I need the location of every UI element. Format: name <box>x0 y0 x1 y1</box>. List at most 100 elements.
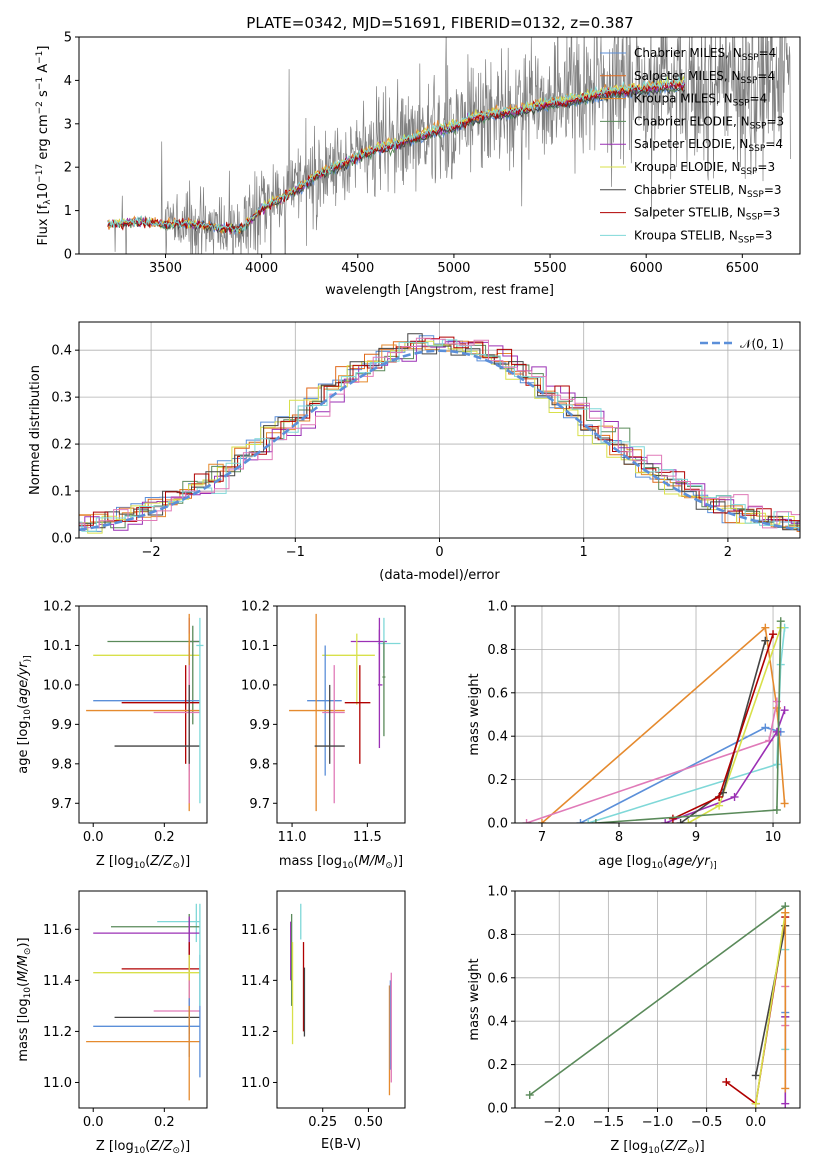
spectrum-ytick-label: 3 <box>64 117 72 132</box>
weight_vs_age-frame <box>514 605 801 824</box>
weight_vs_Z-ytick-label: 1.0 <box>487 885 508 900</box>
age_vs_Z-xtick-label: 0.2 <box>154 830 175 845</box>
legend-label: Kroupa MILES, NSSP=4 <box>634 92 767 109</box>
mass_vs_Z-frame <box>78 890 208 1109</box>
age_vs_Z-ytick-label: 10.0 <box>43 678 72 693</box>
age_vs_Z-errorbar-point <box>121 665 200 764</box>
age_vs_mass-ytick-label: 9.8 <box>249 757 270 772</box>
residuals-xtick-label: 2 <box>724 545 732 560</box>
weight_vs_age-marker <box>715 792 724 801</box>
weight_vs_age-marker <box>537 819 546 823</box>
spectrum-ytick-label: 1 <box>64 204 72 219</box>
age_vs_mass-errorbar-point <box>377 629 383 749</box>
weight_vs_Z-series-line <box>529 905 786 1096</box>
weight_vs_age-marker <box>769 630 778 639</box>
weight_vs_age-marker <box>661 819 670 823</box>
age_vs_Z-ytick-label: 9.7 <box>51 797 72 812</box>
legend-label: Chabrier ELODIE, NSSP=3 <box>634 114 784 131</box>
weight_vs_age-marker <box>772 805 781 814</box>
age_vs_Z-errorbar-point <box>93 633 200 705</box>
residuals-axes: −2 −1 0 1 2 0.0 0.1 0.2 0.3 0.4 <box>51 322 800 560</box>
spectrum-ytick-label: 2 <box>64 161 72 176</box>
legend-label: Salpeter STELIB, NSSP=3 <box>634 206 780 223</box>
weight_vs_Z-ytick-label: 0.8 <box>487 928 508 943</box>
age_vs_Z-errorbar-point <box>93 645 200 772</box>
spectrum-frame <box>78 36 801 255</box>
age_vs_Z-errorbar-point <box>107 625 200 725</box>
age_vs_mass-ytick-label: 9.7 <box>249 797 270 812</box>
age_vs_Z-ytick-label: 10.2 <box>43 600 72 615</box>
weight_vs_age-ytick-label: 0.2 <box>487 773 508 788</box>
residuals-ytick-label: 0.0 <box>51 532 72 547</box>
weight_vs_age-marker <box>591 819 600 823</box>
spectrum-xtick-label: 4000 <box>245 261 278 276</box>
spectrum-xtick-label: 6000 <box>630 261 663 276</box>
weight_vs_age-grid <box>515 605 800 824</box>
residuals-histogram <box>79 339 800 532</box>
spectrum-axes: 3500 4000 4500 5000 5500 6000 6500 0 1 2 3 4 5 <box>64 31 759 277</box>
weight_vs_Z-marker <box>722 1077 731 1086</box>
weight_vs_age-ytick-label: 0.6 <box>487 686 508 701</box>
weight_vs_age-ytick-label: 0.0 <box>487 817 508 832</box>
weight_vs_Z-marker <box>751 1071 760 1080</box>
mass_vs_Z-errorbar-point <box>93 954 200 1032</box>
weight_vs_age-series-line <box>580 726 781 823</box>
age_vs_Z-plot <box>86 613 204 812</box>
weight_vs_Z-axes: −2.0 −1.5 −1.0 −0.5 0.0 0.0 0.2 0.4 0.6 0.8 1.0 <box>487 885 800 1130</box>
mass_vs_Z-ytick-label: 11.4 <box>43 974 72 989</box>
weight_vs_Z-frame <box>514 890 801 1109</box>
age_vs_Z-ytick-label: 9.9 <box>51 718 72 733</box>
weight_vs_Z-xtick-label: 0.0 <box>745 1115 766 1130</box>
legend-label: Chabrier STELIB, NSSP=3 <box>634 183 782 200</box>
weight_vs_age-xtick-label: 9 <box>692 830 700 845</box>
mass_vs_ebv-ytick-label: 11.0 <box>241 1076 270 1091</box>
weight_vs_age-ytick-label: 1.0 <box>487 600 508 615</box>
weight_vs_Z-ytick-label: 0.6 <box>487 971 508 986</box>
weight_vs_Z-ytick-label: 0.0 <box>487 1102 508 1117</box>
weight_vs_age-ytick-label: 0.8 <box>487 643 508 658</box>
weight_vs_age-marker <box>772 760 781 769</box>
weight_vs_Z-xtick-label: −1.0 <box>642 1115 674 1130</box>
spectrum-model-line <box>107 75 686 235</box>
residuals-frame <box>78 321 801 539</box>
legend-label: Kroupa STELIB, NSSP=3 <box>634 228 772 245</box>
weight_vs_age-marker <box>780 706 789 715</box>
weight_vs_age-series-line <box>541 626 786 823</box>
age_vs_mass-ytick-label: 10.2 <box>241 600 270 615</box>
mass_vs_Z-axes: 0.0 0.2 11.0 11.2 11.4 11.6 <box>43 923 175 1130</box>
residuals-xtick-label: −2 <box>142 545 161 560</box>
legend-label: Salpeter ELODIE, NSSP=4 <box>634 137 783 154</box>
age_vs_Z-xlabel: Z [log10(Z/Z⊙)] <box>96 854 190 871</box>
mass_vs_Z-errorbar-point <box>86 1005 200 1101</box>
mass_vs_ebv-ytick-label: 11.4 <box>241 974 270 989</box>
weight_vs_Z-xtick-label: −0.5 <box>691 1115 723 1130</box>
residuals-xtick-label: 1 <box>580 545 588 560</box>
weight_vs_age-marker <box>776 660 785 669</box>
spectrum-model-line <box>107 85 685 235</box>
spectrum-ytick-label: 0 <box>64 248 72 263</box>
spectrum-legend: Chabrier MILES, NSSP=4 Salpeter MILES, NS… <box>600 46 784 245</box>
residuals-xlabel: (data-model)/error <box>379 568 500 583</box>
weight_vs_age-series-line <box>526 701 778 823</box>
weight_vs_Z-ytick-label: 0.2 <box>487 1058 508 1073</box>
weight_vs_Z-series-line <box>755 925 787 1076</box>
age_vs_mass-ytick-label: 9.9 <box>249 718 270 733</box>
weight_vs_age-marker <box>761 636 770 645</box>
spectrum-xtick-label: 4500 <box>341 261 374 276</box>
residuals-ytick-label: 0.4 <box>51 344 72 359</box>
age_vs_Z-ylabel: age [log10(age/yr)] <box>16 655 33 773</box>
mass_vs_Z-errorbar-point <box>157 903 200 943</box>
weight_vs_Z-marker <box>781 1084 790 1093</box>
weight_vs_age-xtick-label: 8 <box>615 830 623 845</box>
weight_vs_age-ylabel: mass weight <box>467 673 482 755</box>
age_vs_Z-ytick-label: 10.1 <box>43 639 72 654</box>
weight_vs_age-marker <box>584 819 593 823</box>
weight_vs_Z-marker <box>781 1099 790 1108</box>
mass_vs_Z-ylabel: mass [log10(M/M⊙)] <box>16 937 33 1061</box>
age_vs_Z-ytick-label: 9.8 <box>51 757 72 772</box>
weight_vs_Z-series-line <box>755 912 787 1104</box>
figure-title: PLATE=0342, MJD=51691, FIBERID=0132, z=0… <box>246 14 633 32</box>
weight_vs_age-marker <box>715 801 724 810</box>
spectrum-xtick-label: 6500 <box>726 261 759 276</box>
mass_vs_Z-errorbar-point <box>153 980 200 1040</box>
